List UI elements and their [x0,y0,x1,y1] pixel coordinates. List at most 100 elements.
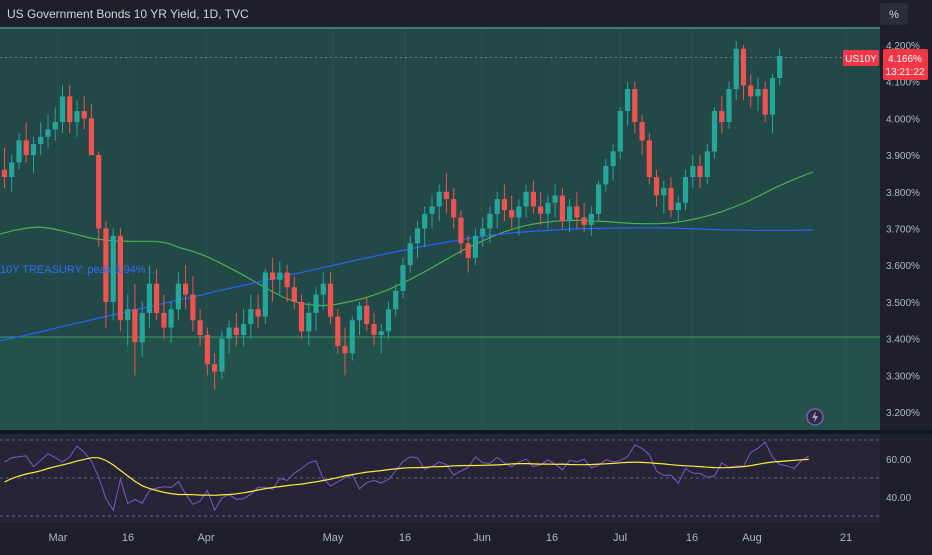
candle-body [523,191,529,207]
indicator-label: 10Y TREASURY: peak 3.94% ... [0,264,158,276]
candle-body [552,195,558,203]
candle-body [197,320,203,335]
candle [501,184,507,222]
candle [762,81,768,123]
price-tick-label: 3.900% [886,151,920,162]
candle [154,268,160,321]
candle-body [414,228,421,244]
candle-body [204,334,210,365]
candle [748,74,754,108]
candle-body [117,235,123,321]
candle [248,294,254,339]
candle-body [161,312,167,328]
price-tick-label: 3.800% [886,188,920,199]
candle [175,272,181,321]
lightning-icon[interactable] [806,408,824,426]
candle [212,353,218,390]
candle [146,265,152,328]
candle-body [653,177,660,196]
candle [320,272,326,310]
unit-button[interactable] [880,3,908,25]
candle [625,81,631,126]
candle-body [682,177,689,203]
candle [487,206,493,244]
candle-body [327,283,334,317]
candle-body [733,48,739,90]
candle [241,309,247,346]
candle [777,48,783,86]
candle-body [400,265,406,291]
candle [719,96,725,134]
candle-body [1,169,8,178]
candle [552,184,558,218]
candle-body [241,323,247,335]
candle-body [255,309,261,317]
candle-body [59,96,66,123]
candle-body [559,195,565,222]
header-bar [0,0,880,27]
candle-body [52,122,58,130]
candle [545,195,551,229]
candle [509,195,515,229]
candle-body [320,283,326,295]
candle [378,323,384,354]
candle-body [748,85,754,97]
candle-body [530,191,536,207]
candle [262,268,268,324]
ma50-line [0,171,814,307]
time-tick-labels: Mar 16 Apr May 16 Jun 16 Jul 16 Aug 21 [49,532,853,544]
candle-body [704,151,710,178]
candle-body [219,338,225,372]
rsi-levels [0,439,880,517]
candle-body [443,191,449,200]
price-tick-label: 4.100% [886,78,920,89]
time-tick-label: Jun [473,532,491,544]
candle [530,180,536,214]
candle-body [588,213,594,225]
candle [110,228,116,321]
candle [407,235,413,273]
candle [574,191,580,229]
candle-body [501,199,507,211]
price-tick-label: 3.500% [886,298,920,309]
candle [335,309,341,354]
candle-body [110,235,116,302]
candle-body [436,191,442,207]
time-tick-label: Jul [613,532,627,544]
candle [291,276,297,310]
candle [313,287,319,332]
time-tick-label: Mar [49,532,68,544]
candle-body [777,56,783,78]
candle-body [610,151,616,167]
candle-body [74,111,80,123]
candle [480,217,486,247]
candle-body [371,323,377,335]
candle [400,257,406,299]
candle [190,276,196,332]
candle [59,85,66,134]
candle-body [740,48,747,86]
candle [711,107,718,159]
candle [1,147,8,189]
candle-body [472,235,478,258]
time-tick-label: 21 [840,532,852,544]
candle [567,199,573,233]
lower-band [0,337,880,430]
candle-body [183,283,189,295]
candle-body [38,136,44,145]
candle [67,85,73,134]
candle-body [16,140,22,163]
candle [74,100,80,137]
candle [559,188,565,229]
rsi-line [4,441,809,512]
candle [581,202,587,233]
symbol-label: US10Y [845,54,877,65]
candle-body [429,206,435,214]
pane-separator[interactable] [0,430,932,434]
candle-body [226,327,232,339]
candle-body [342,345,348,354]
candle-body [646,140,652,178]
candle [472,228,478,266]
candle-body [385,309,392,332]
